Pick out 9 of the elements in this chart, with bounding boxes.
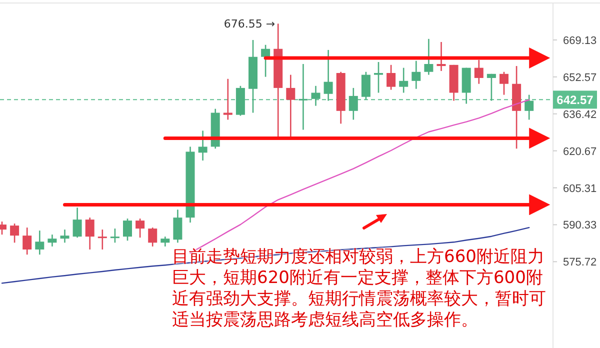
y-tick-label: 669.13 [563,34,597,47]
y-tick-label: 575.72 [563,256,597,269]
y-tick-label: 652.57 [563,72,597,84]
y-tick-label: 620.67 [563,146,597,158]
y-tick-label: 605.31 [563,182,597,195]
ref-line-label: 642.57 [556,93,594,108]
y-tick-label: 590.33 [563,220,597,232]
annotation: 676.55 → [224,18,276,31]
y-tick-label: 636.42 [563,108,597,121]
